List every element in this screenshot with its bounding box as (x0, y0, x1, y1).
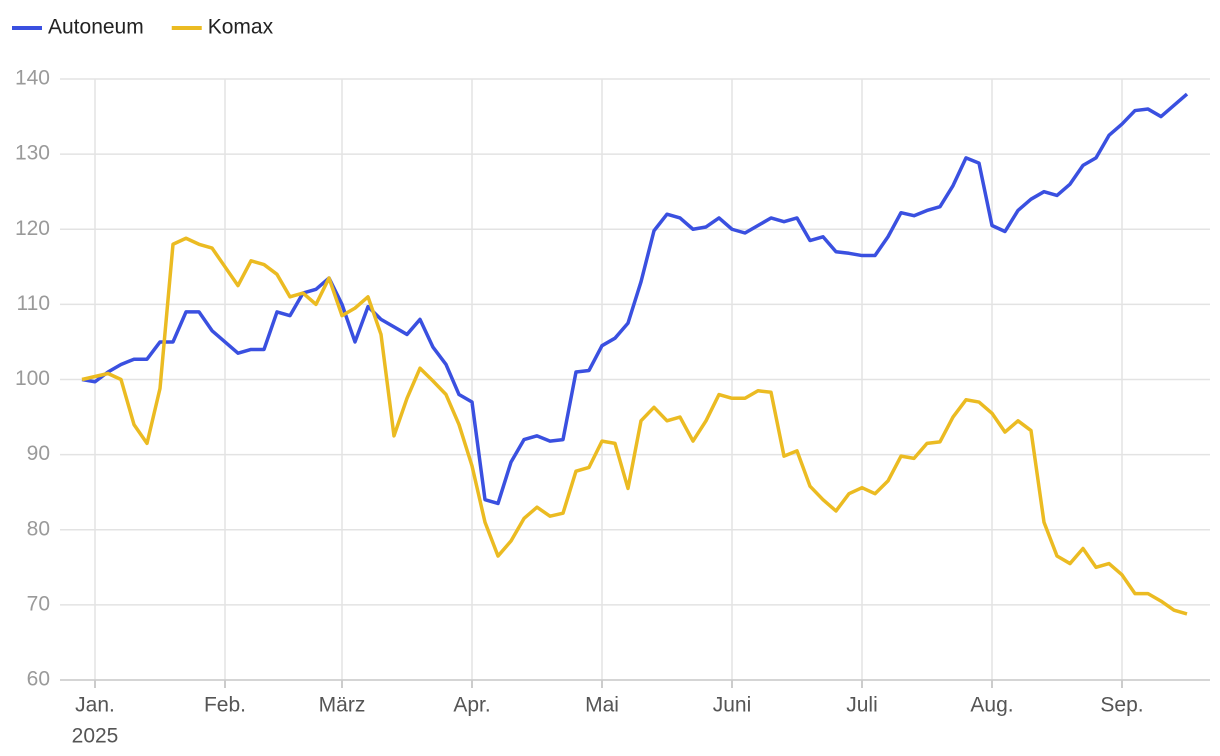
y-tick-label: 130 (15, 142, 50, 165)
y-tick-label: 70 (27, 592, 50, 615)
y-tick-label: 90 (27, 442, 50, 465)
x-tick-label: Aug. (970, 694, 1013, 717)
y-tick-label: 60 (27, 668, 50, 691)
y-tick-label: 110 (17, 292, 50, 315)
data-line (81, 236, 1188, 616)
data-line (81, 92, 1189, 506)
legend-label: Komax (208, 16, 274, 39)
y-tick-label: 140 (15, 67, 50, 90)
x-tick-label: Juli (846, 694, 878, 717)
y-tick-label: 100 (15, 367, 50, 390)
y-tick-label: 120 (15, 217, 50, 240)
x-tick-label: Sep. (1100, 694, 1143, 717)
x-year-label: 2025 (72, 725, 119, 748)
x-tick-label: Jan. (75, 694, 115, 717)
x-tick-label: Mai (585, 694, 619, 717)
x-tick-label: März (319, 694, 366, 717)
x-tick-label: Apr. (453, 694, 490, 717)
x-tick-label: Juni (713, 694, 752, 717)
legend-label: Autoneum (48, 16, 144, 39)
y-tick-label: 80 (27, 517, 50, 540)
x-tick-label: Feb. (204, 694, 246, 717)
